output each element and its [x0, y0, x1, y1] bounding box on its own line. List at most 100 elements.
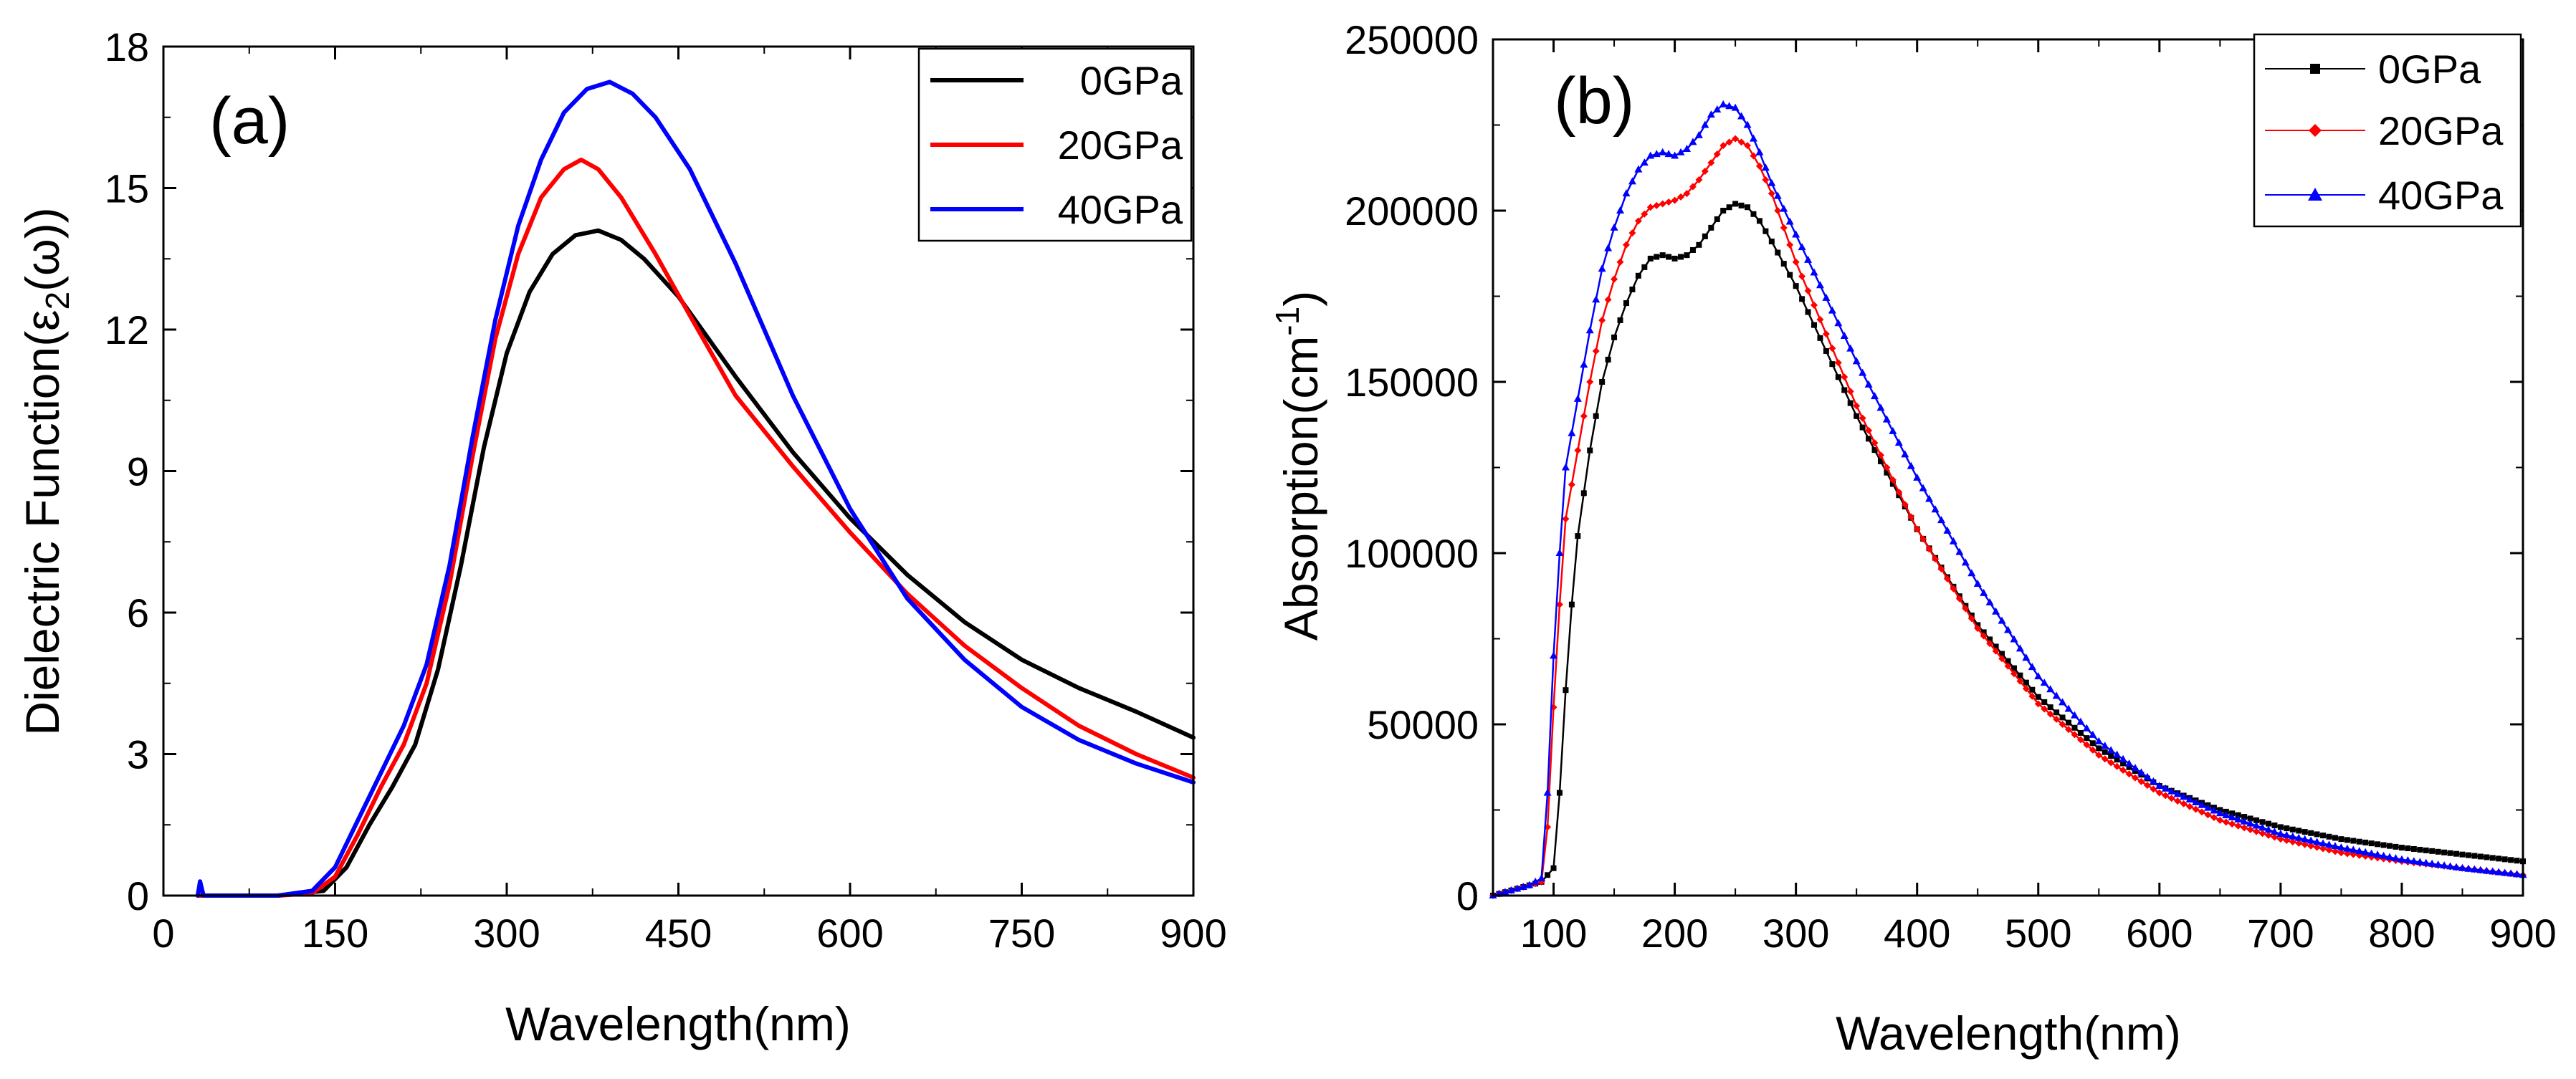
panel-b-point-40gpa	[1622, 189, 1631, 197]
panel-b-point-40gpa	[2343, 844, 2352, 852]
panel-b-point-40gpa	[2089, 730, 2097, 738]
panel-b-point-0gpa	[2271, 823, 2278, 829]
panel-b-point-20gpa	[2337, 849, 2345, 857]
panel-b-point-0gpa	[1689, 246, 1696, 253]
panel-b-point-0gpa	[1659, 252, 1666, 259]
panel-b-point-0gpa	[2320, 833, 2327, 839]
panel-b-point-0gpa	[2259, 819, 2266, 825]
panel-b-point-20gpa	[2174, 797, 2182, 805]
panel-b-point-0gpa	[1684, 252, 1690, 259]
panel-b-point-40gpa	[1949, 537, 1957, 545]
panel-b-point-40gpa	[2501, 868, 2509, 876]
panel-b-point-20gpa	[2295, 839, 2303, 847]
panel-b-point-20gpa	[2241, 824, 2248, 832]
panel-b-point-40gpa	[2119, 754, 2127, 762]
panel-b-point-20gpa	[1653, 201, 1661, 209]
panel-b-point-0gpa	[2356, 838, 2362, 845]
panel-b-point-20gpa	[1737, 138, 1745, 146]
panel-b-point-40gpa	[2125, 759, 2134, 767]
panel-b-point-40gpa	[1761, 163, 1770, 171]
panel-b-point-20gpa	[1665, 198, 1673, 206]
panel-b-point-0gpa	[1871, 447, 1878, 454]
panel-b-point-40gpa	[1846, 344, 1855, 352]
panel-b-point-0gpa	[2435, 848, 2441, 855]
panel-b-point-40gpa	[2313, 838, 2322, 845]
panel-b-point-40gpa	[2428, 859, 2436, 867]
panel-b-point-0gpa	[2387, 843, 2393, 849]
panel-b-point-0gpa	[1999, 651, 2005, 657]
panel-b-point-40gpa	[2452, 863, 2461, 871]
panel-b-point-40gpa	[2004, 625, 2012, 633]
panel-b-point-20gpa	[2210, 814, 2218, 822]
panel-b-point-40gpa	[1743, 120, 1752, 128]
panel-b-point-0gpa	[1702, 233, 1708, 239]
panel-a-legend: 0GPa 20GPa 40GPa	[917, 47, 1193, 242]
panel-b-point-40gpa	[1640, 158, 1649, 166]
panel-b-point-40gpa	[1513, 884, 1522, 892]
panel-b-point-40gpa	[1955, 547, 1964, 555]
panel-b-point-20gpa	[1992, 647, 2000, 655]
panel-b-point-40gpa	[1816, 281, 1824, 289]
panel-b-point-0gpa	[2284, 825, 2290, 832]
panel-b-point-0gpa	[2071, 724, 2078, 731]
panel-b-point-40gpa	[2107, 746, 2115, 754]
panel-b-point-20gpa	[1859, 414, 1866, 422]
panel-b-point-0gpa	[2459, 851, 2466, 858]
panel-a-label: (a)	[209, 85, 290, 158]
panel-b-point-20gpa	[1907, 513, 1915, 521]
panel-b-point-40gpa	[1810, 268, 1818, 276]
panel-b-point-40gpa	[2101, 742, 2109, 749]
panel-b-point-20gpa	[2204, 811, 2212, 819]
panel-b-point-20gpa	[1713, 150, 1721, 158]
panel-b-point-40gpa	[2385, 853, 2394, 860]
panel-a-y-tick-label: 12	[105, 307, 149, 353]
panel-b-point-0gpa	[2465, 852, 2471, 858]
panel-b-point-40gpa	[1967, 569, 1976, 577]
panel-b-point-40gpa	[2434, 860, 2443, 868]
panel-b-point-0gpa	[1568, 601, 1575, 608]
panel-b-point-20gpa	[1913, 525, 1921, 533]
panel-b-point-20gpa	[1707, 159, 1715, 167]
panel-b-y-tick-label: 200000	[1345, 188, 1479, 234]
panel-b-point-20gpa	[2246, 825, 2254, 833]
panel-a-x-tick-label: 450	[645, 911, 712, 956]
panel-b-point-20gpa	[1811, 301, 1818, 309]
panel-b-point-0gpa	[1768, 239, 1775, 245]
panel-b-point-20gpa	[1846, 388, 1854, 395]
panel-b-point-40gpa	[2282, 830, 2291, 838]
panel-b-point-0gpa	[1550, 865, 1557, 871]
panel-b-point-20gpa	[1762, 176, 1770, 183]
panel-b-point-40gpa	[2289, 832, 2297, 840]
panel-b-point-20gpa	[2101, 755, 2109, 763]
panel-b-point-0gpa	[2393, 843, 2399, 850]
panel-b-point-0gpa	[1787, 272, 1793, 278]
panel-b-point-0gpa	[1799, 296, 1805, 302]
panel-b-point-40gpa	[2234, 815, 2243, 823]
panel-b-point-20gpa	[1883, 464, 1891, 471]
panel-b-point-20gpa	[1871, 439, 1879, 447]
panel-b-point-20gpa	[2143, 782, 2151, 790]
panel-b-point-20gpa	[1659, 200, 1666, 208]
panel-b-point-0gpa	[2350, 838, 2357, 844]
panel-b-point-40gpa	[1676, 148, 1685, 155]
panel-b-point-40gpa	[1501, 888, 1509, 896]
panel-b-point-40gpa	[2076, 717, 2085, 725]
panel-b-point-40gpa	[1792, 230, 1800, 238]
panel-b-x-tick-label: 600	[2126, 911, 2193, 956]
panel-b-point-0gpa	[1738, 202, 1745, 208]
panel-b-point-40gpa	[1550, 651, 1558, 659]
panel-b-point-20gpa	[1768, 190, 1775, 198]
panel-b-point-0gpa	[2471, 853, 2478, 859]
panel-b-point-0gpa	[2265, 820, 2271, 827]
panel-b-point-20gpa	[2076, 736, 2084, 744]
panel-a: 0 150 300 450 600 750 900 0 3 6 9 12 15 18 (a) Wavele…	[16, 24, 1227, 1050]
panel-a-x-tick-label: 300	[473, 911, 540, 956]
panel-b-point-20gpa	[1974, 625, 1982, 633]
panel-b: 100 200 300 400 500 600 700 800 900 0 50000 100000 1…	[1269, 17, 2557, 1060]
panel-b-point-40gpa	[2022, 653, 2031, 661]
panel-b-point-0gpa	[2253, 817, 2260, 823]
panel-b-point-20gpa	[1568, 481, 1575, 489]
panel-b-point-0gpa	[1793, 283, 1799, 289]
panel-b-point-0gpa	[1563, 687, 1569, 694]
panel-b-point-40gpa	[2173, 790, 2182, 797]
